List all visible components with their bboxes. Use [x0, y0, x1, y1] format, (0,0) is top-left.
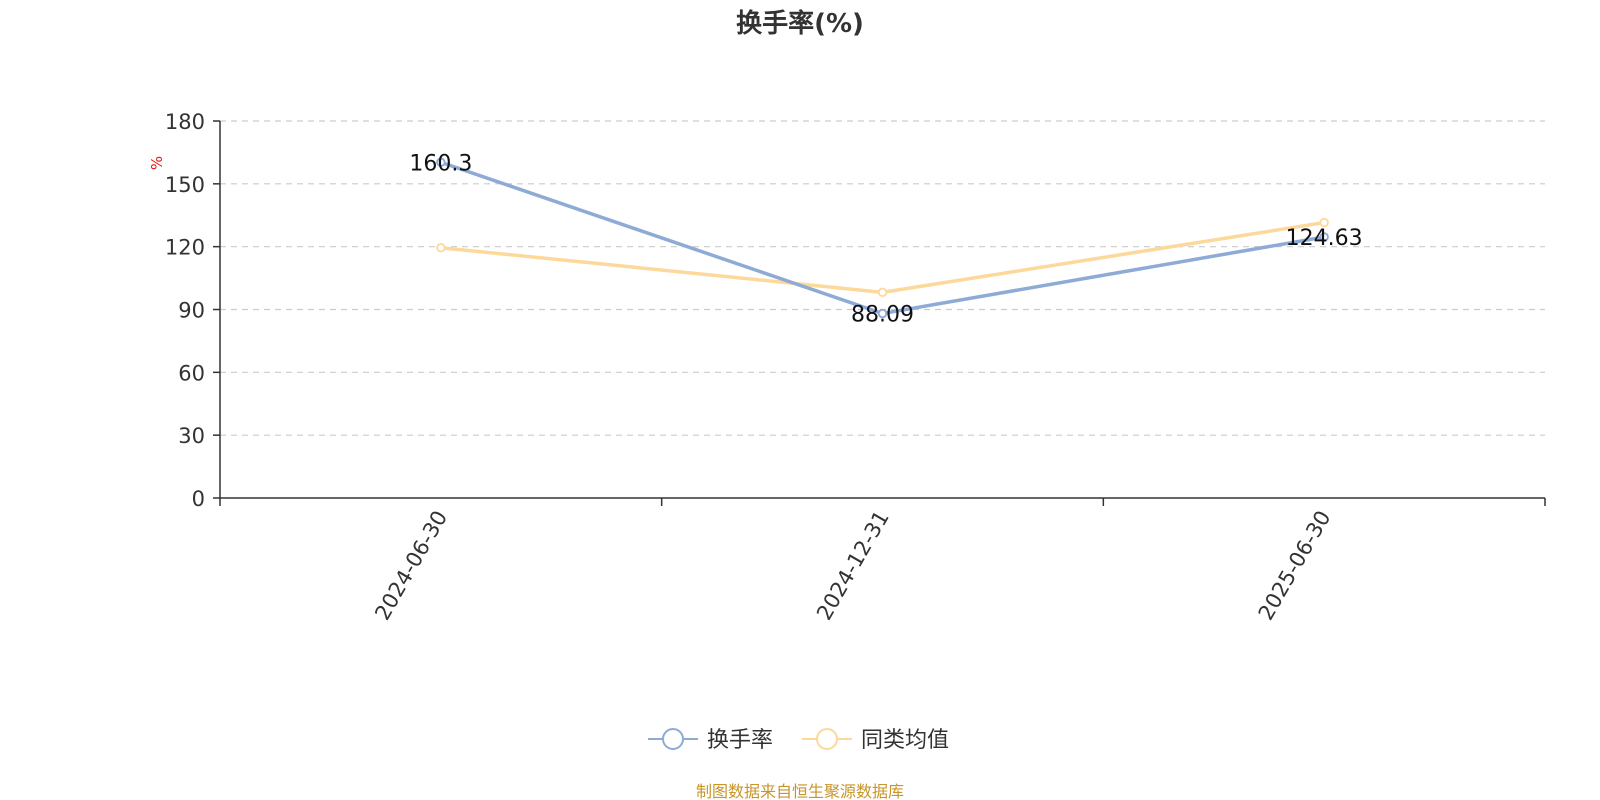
data-point: [436, 157, 446, 167]
data-point: [436, 243, 446, 253]
legend-circle-icon: [816, 728, 838, 750]
axes: 0 30 60 90 120 150 180 2024-06-30 2024-12-31 2025…: [165, 110, 1546, 625]
y-tick-label: 120: [165, 236, 205, 260]
series-line: [440, 220, 1325, 295]
data-label: 124.63: [1286, 226, 1363, 251]
data-point: [877, 308, 888, 319]
y-tick-label: 30: [178, 424, 205, 448]
data-labels: 160.3 88.09 124.63: [409, 151, 1362, 327]
y-tick-label: 60: [178, 361, 205, 385]
y-tick-label: 180: [165, 110, 205, 134]
data-label: 160.3: [409, 151, 472, 176]
legend-item[interactable]: 换手率: [648, 728, 773, 753]
legend-circle-icon: [662, 728, 684, 750]
y-tick-label: 0: [192, 487, 205, 511]
y-tick-label: 150: [165, 173, 205, 197]
legend-label: 换手率: [707, 728, 773, 753]
data-point: [1319, 217, 1329, 228]
series-lines: [436, 157, 1329, 319]
x-tick-label: 2024-12-31: [812, 507, 894, 625]
x-tick-label: 2024-06-30: [370, 507, 452, 625]
y-tick-label: 90: [178, 299, 205, 323]
legend-item[interactable]: 同类均值: [802, 728, 949, 753]
data-label: 88.09: [851, 303, 914, 328]
chart-title: 换手率(%): [736, 8, 864, 39]
legend-label: 同类均值: [861, 728, 949, 753]
data-point: [877, 287, 888, 298]
y-axis-unit: %: [148, 156, 166, 170]
legend: 换手率 同类均值: [648, 728, 949, 753]
data-point: [1319, 232, 1329, 242]
x-tick-label: 2025-06-30: [1254, 507, 1336, 625]
source-note: 制图数据来自恒生聚源数据库: [696, 782, 904, 800]
